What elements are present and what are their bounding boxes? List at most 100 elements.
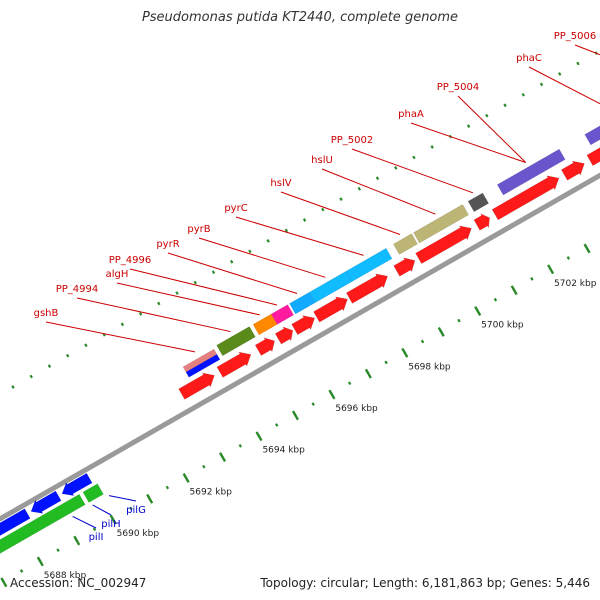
gene-label-PP_4994: PP_4994	[56, 284, 99, 295]
leader-line	[351, 148, 474, 194]
axis-label: 5702 kbp	[554, 279, 597, 289]
gene-label-pilH: pilH	[101, 519, 120, 530]
tick-mark-lower	[92, 527, 97, 532]
tick-mark-upper	[193, 280, 197, 285]
tick-mark-upper	[576, 61, 580, 66]
tick-mark-lower	[165, 485, 170, 490]
cds-forward	[491, 175, 560, 221]
tick-mark-upper	[430, 145, 434, 149]
leader-line	[108, 495, 137, 502]
gene-bar-PP_4994	[216, 326, 256, 357]
gene-label-phaA: phaA	[398, 109, 424, 120]
tick-mark-upper	[539, 82, 544, 87]
tick-major	[182, 473, 190, 483]
tick-major	[401, 347, 409, 358]
tick-mark-upper	[266, 239, 270, 243]
tick-mark-upper	[65, 353, 70, 358]
axis-label: 5698 kbp	[408, 362, 451, 372]
cds-forward	[254, 337, 275, 356]
leader-line	[45, 321, 196, 353]
tick-major	[255, 431, 263, 442]
gene-label-hslV: hslV	[270, 178, 291, 189]
tick-mark-upper	[485, 113, 489, 118]
genome-summary: Topology: circular; Length: 6,181,863 bp…	[260, 576, 590, 590]
cds-forward	[291, 315, 316, 335]
cds-reverse	[0, 508, 31, 536]
tick-mark-upper	[248, 249, 252, 254]
tick-major	[328, 389, 336, 400]
leader-line	[280, 191, 401, 235]
tick-major	[73, 535, 81, 546]
tick-major	[364, 368, 372, 379]
leader-line	[92, 504, 112, 516]
tick-major	[36, 556, 44, 567]
leader-line	[528, 66, 600, 105]
gene-label-hslU: hslU	[311, 155, 333, 166]
tick-major	[219, 452, 227, 463]
leader-line	[321, 168, 436, 215]
tick-major	[437, 326, 445, 337]
tick-mark-lower	[566, 256, 571, 260]
gene-bar-phaA	[496, 148, 566, 196]
gene-bar-phaC	[584, 125, 600, 146]
cds-forward	[586, 147, 600, 166]
tick-mark-lower	[384, 360, 388, 365]
tick-mark-lower	[129, 506, 133, 511]
gene-label-algH: algH	[106, 269, 129, 280]
tick-mark-lower	[347, 381, 352, 386]
cds-forward	[274, 326, 294, 345]
tick-mark-lower	[275, 423, 279, 427]
page-title: Pseudomonas putida KT2440, complete geno…	[141, 10, 459, 25]
tick-mark-upper	[138, 312, 143, 316]
gene-label-gshB: gshB	[34, 308, 59, 319]
tick-mark-upper	[284, 228, 289, 233]
tick-mark-upper	[375, 176, 380, 181]
leader-line	[457, 95, 527, 163]
gene-label-PP_4996: PP_4996	[109, 255, 152, 266]
tick-mark-upper	[230, 259, 234, 264]
tick-mark-upper	[339, 197, 343, 201]
tick-mark-upper	[120, 322, 125, 327]
gene-bar-gshB-b	[185, 353, 221, 378]
cds-forward	[561, 160, 585, 181]
gene-label-pyrC: pyrC	[224, 203, 247, 214]
tick-mark-upper	[357, 186, 361, 191]
tick-major	[510, 285, 518, 296]
cds-reverse	[30, 490, 62, 514]
gene-label-PP_5006: PP_5006	[554, 31, 597, 42]
leader-line	[129, 268, 278, 306]
tick-mark-lower	[493, 297, 498, 302]
gene-green-band	[0, 493, 86, 554]
axis-label: 5694 kbp	[262, 446, 305, 456]
gene-label-phaC: phaC	[516, 53, 542, 64]
tick-mark-upper	[302, 218, 307, 222]
gene-label-pilI: pilI	[89, 532, 104, 543]
leader-line	[76, 297, 231, 333]
tick-mark-lower	[56, 548, 60, 553]
axis-label: 5696 kbp	[335, 404, 378, 414]
tick-mark-upper	[84, 343, 88, 348]
gene-bar-hslV	[393, 233, 418, 255]
tick-major	[146, 493, 154, 504]
tick-mark-upper	[521, 92, 525, 97]
cds-forward	[345, 273, 388, 304]
gene-bar-hslU	[413, 204, 469, 244]
gene-bar-PP_5002	[467, 192, 489, 213]
tick-mark-lower	[457, 318, 461, 323]
tick-mark-upper	[175, 291, 179, 295]
leader-line	[116, 282, 260, 316]
cds-forward	[393, 257, 416, 277]
tick-mark-upper	[412, 155, 416, 160]
tick-mark-upper	[321, 207, 325, 212]
tick-mark-upper	[466, 124, 471, 128]
leader-line	[410, 122, 526, 164]
leader-line	[198, 237, 326, 278]
tick-mark-lower	[311, 402, 315, 406]
accession-text: Accession: NC_002947	[10, 576, 147, 590]
gene-bar-pyrB	[309, 270, 353, 303]
gene-label-pyrB: pyrB	[187, 224, 210, 235]
axis-label: 5700 kbp	[481, 321, 524, 331]
gene-label-pilG: pilG	[126, 505, 146, 516]
gene-bar-PP_4996	[270, 304, 294, 325]
